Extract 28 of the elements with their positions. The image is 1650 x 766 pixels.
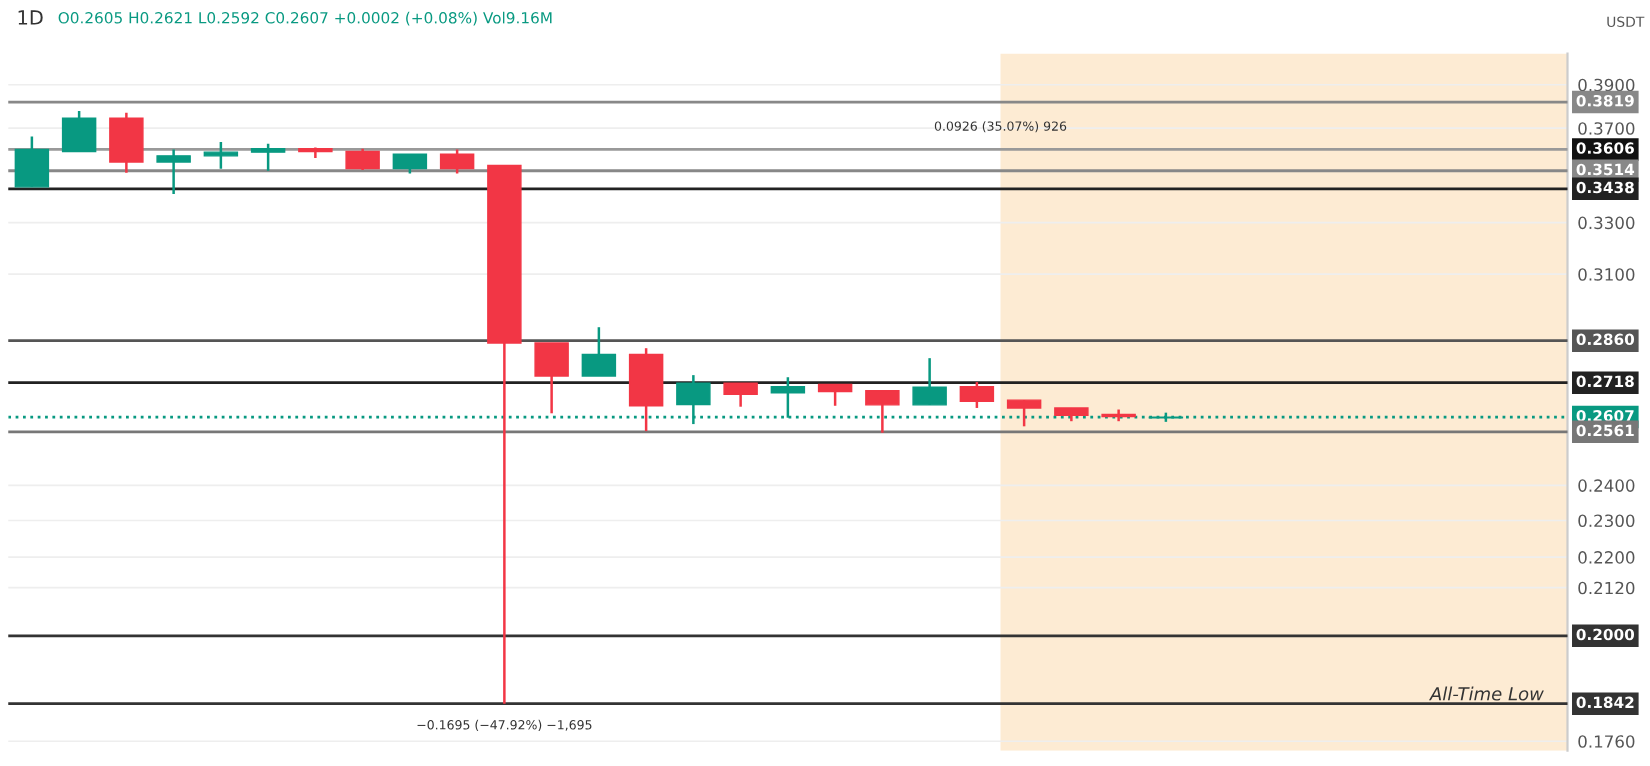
chart-title: 1D [18,10,43,25]
candlestick [345,147,380,172]
candlestick [1006,398,1042,428]
y-tick-label: 0.2200 [1578,551,1635,564]
candlestick [250,142,286,172]
y-tick-label: 0.3900 [1578,78,1635,92]
candlestick [439,148,475,175]
candlestick [865,389,900,434]
candlestick [534,341,569,415]
y-tick-label: 0.2400 [1578,479,1635,492]
candlestick [392,153,428,175]
candlestick [156,148,191,196]
y-tick-label: 0.1760 [1578,735,1635,748]
candlestick [959,380,995,410]
y-tick-label: 0.3100 [1578,268,1635,281]
candlestick [109,111,144,174]
y-tick-label: 0.2120 [1578,581,1635,595]
candlestick [14,135,50,189]
y-tick-label: 0.3700 [1578,122,1635,135]
candlestick [581,325,617,378]
candlestick [61,109,97,153]
candlestick [723,382,758,408]
y-tick-label: 0.2300 [1578,514,1635,528]
candlestick [912,356,947,407]
candlestick [203,140,239,170]
candlestick [817,383,853,408]
annotation: All-Time Low [1428,686,1544,701]
y-tick-label: 0.3300 [1578,216,1635,230]
